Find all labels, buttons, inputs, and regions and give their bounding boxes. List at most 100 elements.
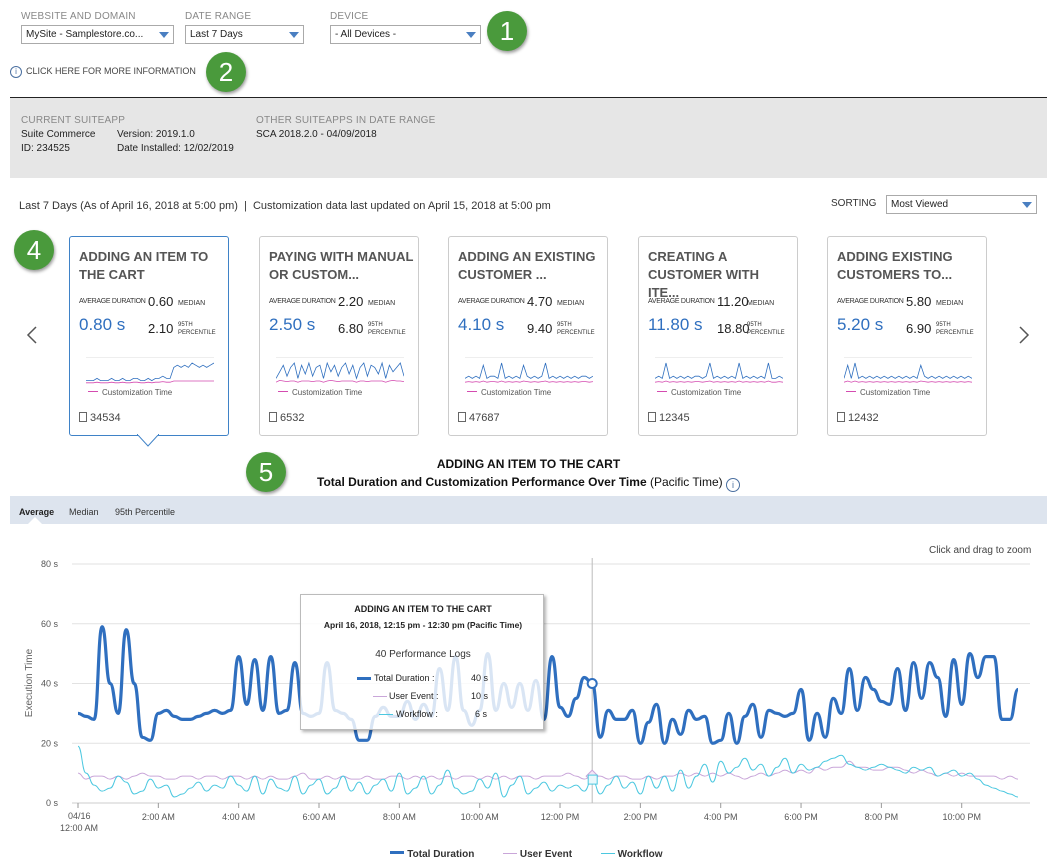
card-median-value: 5.80: [906, 294, 932, 309]
carousel-next-button[interactable]: [1018, 325, 1030, 345]
x-tick-label: 04/16: [68, 811, 91, 821]
sorting-value: Most Viewed: [891, 199, 949, 210]
callout-badge-4: 4: [14, 230, 54, 270]
callout-badge-5: 5: [246, 452, 286, 492]
date-range-select[interactable]: Last 7 Days: [185, 25, 304, 44]
performance-chart[interactable]: 0 s 20 s 40 s 60 s 80 s Execution Time 04/16 12…: [0, 530, 1053, 867]
tab-average[interactable]: Average: [19, 507, 55, 517]
device-value: - All Devices -: [335, 29, 397, 40]
metric-tabs: Average Median 95th Percentile: [10, 496, 1047, 524]
card-median-label: MEDIAN: [936, 300, 964, 307]
card-p95-label: 95TH PERCENTILE: [368, 322, 406, 336]
card-title: PAYING WITH MANUAL OR CUSTOM...: [269, 249, 414, 282]
y-tick-label: 60 s: [41, 619, 59, 629]
tooltip-title: ADDING AN ITEM TO THE CART: [354, 604, 492, 614]
card-legend-label: Customization Time: [860, 388, 931, 397]
highlight-marker-total: [586, 678, 598, 689]
callout-badge-2: 2: [206, 52, 246, 92]
info-icon: i: [10, 66, 22, 78]
card-p95-label: 95TH PERCENTILE: [557, 322, 595, 336]
card-p95-value: 6.90: [906, 321, 932, 336]
card-p95-value: 9.40: [527, 321, 553, 336]
performance-card[interactable]: ADDING AN ITEM TO THE CART AVERAGE DURATI…: [69, 236, 229, 436]
x-tick-label: 8:00 PM: [865, 812, 899, 822]
performance-card[interactable]: ADDING EXISTING CUSTOMERS TO... AVERAGE D…: [827, 236, 987, 436]
card-count: 6532: [269, 412, 304, 424]
x-tick-label: 8:00 AM: [383, 812, 416, 822]
card-count: 12432: [837, 412, 879, 424]
x-tick-label: 4:00 AM: [222, 812, 255, 822]
card-median-value: 4.70: [527, 294, 553, 309]
legend-item-workflow[interactable]: Workflow: [617, 849, 663, 860]
tooltip-swatch-user-event: [373, 696, 387, 697]
chart-tooltip: ADDING AN ITEM TO THE CART April 16, 201…: [300, 594, 544, 730]
card-avg-label: AVERAGE DURATION: [458, 298, 525, 305]
x-tick-label: 6:00 AM: [302, 812, 335, 822]
card-title: ADDING AN EXISTING CUSTOMER ...: [458, 249, 596, 282]
highlight-marker-workflow: [587, 774, 598, 785]
card-p95-label: 95TH PERCENTILE: [178, 322, 216, 336]
suiteapp-name: Suite Commerce: [21, 129, 96, 140]
document-icon: [648, 412, 656, 422]
legend-swatch-workflow: [600, 853, 615, 854]
card-count-value: 12345: [659, 412, 690, 424]
card-count: 34534: [79, 412, 121, 424]
device-label: DEVICE: [330, 11, 369, 22]
card-title: ADDING EXISTING CUSTOMERS TO...: [837, 249, 953, 282]
detail-subtitle-row: Total Duration and Customization Perform…: [10, 475, 1047, 492]
performance-card[interactable]: CREATING A CUSTOMER WITH ITE... AVERAGE D…: [638, 236, 798, 436]
card-p95-label: 95TH PERCENTILE: [936, 322, 974, 336]
legend-swatch: [278, 391, 288, 392]
legend-swatch: [467, 391, 477, 392]
suiteapp-panel: CURRENT SUITEAPP Suite Commerce ID: 2345…: [10, 98, 1047, 178]
performance-card[interactable]: ADDING AN EXISTING CUSTOMER ... AVERAGE D…: [448, 236, 608, 436]
tab-median[interactable]: Median: [69, 507, 99, 517]
tooltip-time: April 16, 2018, 12:15 pm - 12:30 pm (Pac…: [323, 620, 523, 630]
detail-title: ADDING AN ITEM TO THE CART: [436, 457, 621, 471]
document-icon: [837, 412, 845, 422]
card-median-value: 11.20: [717, 294, 749, 309]
website-domain-select[interactable]: MySite - Samplestore.co...: [21, 25, 174, 44]
card-avg-value: 5.20 s: [837, 315, 884, 334]
card-legend-label: Customization Time: [481, 388, 552, 397]
legend-item-user-event[interactable]: User Event: [519, 849, 573, 860]
card-median-value: 2.20: [338, 294, 364, 309]
device-select[interactable]: - All Devices -: [330, 25, 481, 44]
more-info-link[interactable]: i CLICK HERE FOR MORE INFORMATION: [10, 66, 196, 78]
performance-card[interactable]: PAYING WITH MANUAL OR CUSTOM... AVERAGE D…: [259, 236, 419, 436]
y-tick-label: 0 s: [46, 798, 59, 808]
x-tick-label: 12:00 AM: [60, 823, 98, 833]
date-range-value: Last 7 Days: [190, 29, 243, 40]
tab-95th-percentile[interactable]: 95th Percentile: [115, 507, 176, 517]
info-icon[interactable]: i: [726, 478, 740, 492]
tooltip-row-label: Total Duration :: [374, 673, 435, 683]
card-avg-label: AVERAGE DURATION: [837, 298, 904, 305]
sorting-select[interactable]: Most Viewed: [886, 195, 1037, 214]
x-tick-label: 2:00 PM: [624, 812, 658, 822]
card-count-value: 34534: [90, 412, 121, 424]
chevron-down-icon: [159, 32, 169, 38]
active-tab-pointer: [28, 517, 42, 524]
y-axis-label: Execution Time: [24, 648, 35, 717]
legend-item-total-duration[interactable]: Total Duration: [407, 849, 475, 860]
card-avg-value: 11.80 s: [648, 315, 703, 334]
y-tick-label: 80 s: [41, 559, 59, 569]
card-median-label: MEDIAN: [557, 300, 585, 307]
card-p95-value: 2.10: [148, 321, 174, 336]
card-sparkline: [655, 357, 783, 383]
document-icon: [79, 412, 87, 422]
website-domain-label: WEBSITE AND DOMAIN: [21, 11, 136, 22]
card-p95-label: 95TH PERCENTILE: [747, 322, 785, 336]
chevron-down-icon: [466, 32, 476, 38]
legend-swatch: [846, 391, 856, 392]
carousel-prev-button[interactable]: [26, 325, 38, 345]
tooltip-swatch-workflow: [379, 714, 393, 715]
suiteapp-installed: Date Installed: 12/02/2019: [117, 143, 234, 154]
card-count: 47687: [458, 412, 500, 424]
card-legend: Customization Time: [278, 388, 362, 397]
tooltip-row-value: 6 s: [475, 709, 488, 719]
card-sparkline: [86, 357, 214, 384]
series-workflow: [77, 745, 1019, 798]
card-title: CREATING A CUSTOMER WITH ITE...: [648, 249, 759, 300]
card-count-value: 47687: [469, 412, 500, 424]
